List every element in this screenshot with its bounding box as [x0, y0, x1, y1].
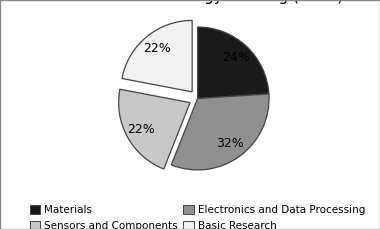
Title: NASA Nanotechnology Funding (2002): NASA Nanotechnology Funding (2002) [51, 0, 344, 4]
Wedge shape [122, 20, 192, 92]
Text: 22%: 22% [127, 123, 155, 136]
Legend: Materials, Sensors and Components, Electronics and Data Processing, Basic Resear: Materials, Sensors and Components, Elect… [28, 203, 367, 229]
Wedge shape [119, 89, 190, 169]
Wedge shape [171, 94, 269, 170]
Text: 22%: 22% [143, 42, 171, 55]
Text: 24%: 24% [222, 51, 250, 64]
Wedge shape [198, 27, 269, 98]
Text: 32%: 32% [217, 137, 244, 150]
